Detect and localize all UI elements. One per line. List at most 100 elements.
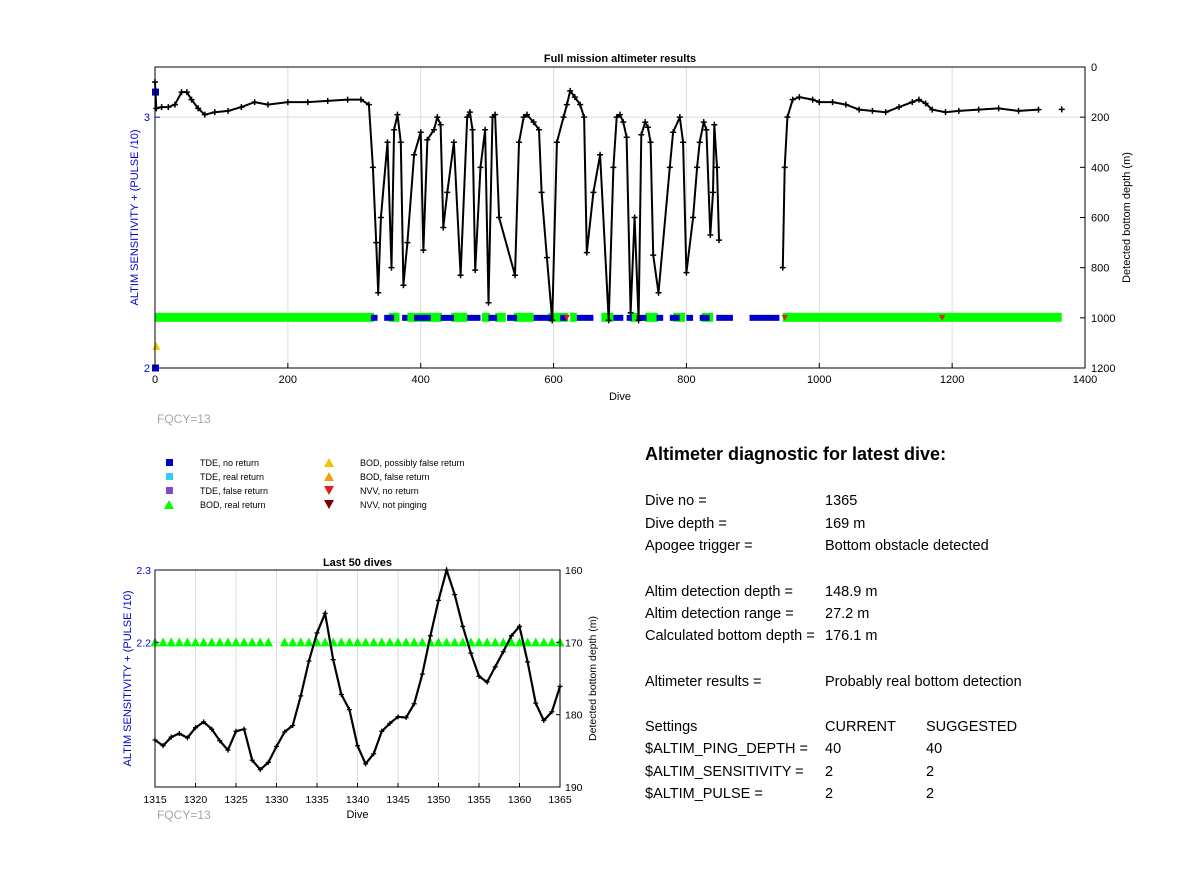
bod-real-return-marker [361, 637, 371, 647]
last50-depth-marker [257, 767, 263, 773]
top-yr-tick-label: 200 [1091, 112, 1109, 124]
bottom-depth-marker [482, 126, 489, 133]
bottom-depth-marker [417, 129, 424, 136]
bottom-depth-marker [781, 164, 788, 171]
bottom-depth-marker [627, 309, 634, 316]
bod-real-return-marker [458, 637, 468, 647]
bottom-x-tick-label: 1325 [224, 794, 248, 806]
bottom-depth-marker [583, 249, 590, 256]
bottom-depth-marker [617, 111, 623, 118]
legend-label: BOD, real return [200, 500, 266, 510]
last50-depth-marker [209, 726, 215, 732]
bod-real-return-marker [498, 637, 508, 647]
bottom-depth-marker [655, 289, 662, 296]
legend-item-tde-no-return: TDE, no return [160, 458, 259, 468]
bottom-depth-marker [404, 239, 411, 246]
bod-real-return-marker [223, 637, 233, 647]
bottom-x-tick-label: 1350 [427, 794, 451, 806]
bottom-depth-marker [581, 114, 588, 121]
bottom-depth-marker [284, 99, 291, 106]
ping-depth-row: $ALTIM_PING_DEPTH = 40 40 [645, 741, 1165, 761]
bottom-x-tick-label: 1345 [386, 794, 410, 806]
bottom-depth-marker [942, 109, 949, 116]
last50-depth-marker [363, 761, 369, 767]
bod-real-return-bar [629, 312, 638, 322]
calculated-depth-value: 176.1 m [825, 628, 878, 644]
tde-no-return-bar [507, 314, 518, 321]
last50-depth-marker [436, 597, 441, 603]
bottom-depth-marker [450, 139, 457, 146]
top-yl-tick-label: 3 [144, 112, 150, 124]
tde-no-return-bar [533, 314, 554, 321]
last50-depth-marker [290, 723, 296, 729]
bottom-depth-marker [680, 139, 687, 146]
bottom-depth-marker [590, 189, 597, 196]
bottom-depth-marker [560, 114, 567, 121]
bottom-depth-marker [264, 101, 271, 108]
top-yr-tick-label: 600 [1091, 213, 1109, 225]
bottom-depth-marker [816, 99, 823, 106]
bottom-yr-tick-label: 180 [565, 710, 583, 722]
bottom-depth-marker [696, 139, 703, 146]
bottom-depth-marker [344, 96, 351, 103]
bottom-depth-marker [444, 189, 451, 196]
bottom-depth-marker [440, 224, 447, 231]
square-icon [166, 459, 173, 466]
tde-no-return-bar [560, 314, 567, 321]
bottom-depth-marker [1058, 106, 1065, 113]
legend-item-nvv-not-pinging: NVV, not pinging [320, 500, 427, 510]
bod-real-return-marker [385, 637, 395, 647]
bottom-depth-marker [171, 101, 178, 108]
suggested-header: SUGGESTED [926, 719, 1018, 735]
bottom-depth-marker [516, 139, 523, 146]
bottom-yl-tick-label: 2.3 [136, 565, 151, 577]
triangle-down-icon [324, 500, 334, 509]
bod-real-return-marker [531, 637, 541, 647]
bod-real-return-marker [320, 637, 330, 647]
last50-depth-marker [355, 743, 360, 749]
square-icon [166, 487, 173, 494]
last50-depth-marker [427, 633, 433, 639]
bottom-depth-marker [424, 136, 431, 143]
top-yr-tick-label: 0 [1091, 62, 1097, 74]
triangle-up-icon [164, 500, 174, 509]
bod-real-return-marker [434, 637, 443, 647]
bottom-depth-marker [211, 109, 218, 116]
bottom-depth-marker [165, 104, 172, 111]
dive-depth-value: 169 m [825, 516, 866, 532]
sensitivity-row: $ALTIM_SENSITIVITY = 2 2 [645, 764, 1165, 784]
bottom-depth-marker [713, 164, 720, 171]
top-x-tick-label: 1400 [1073, 374, 1097, 386]
results-row: Altimeter results = Probably real bottom… [645, 674, 1165, 694]
bottom-depth-marker [512, 272, 519, 279]
bottom-depth-marker [304, 99, 311, 106]
tde-no-return-bar [626, 314, 632, 321]
bottom-x-tick-label: 1355 [467, 794, 491, 806]
legend-label: TDE, no return [200, 458, 260, 468]
bottom-depth-marker [789, 96, 796, 103]
bod-real-return-marker [174, 637, 184, 647]
tde-no-return-bar [636, 314, 647, 321]
bottom-depth-marker [549, 317, 556, 324]
diagnostic-title: Altimeter diagnostic for latest dive: [645, 444, 947, 464]
legend-item-bod-possibly-false: BOD, possibly false return [320, 458, 465, 468]
triangle-up-icon [324, 458, 334, 467]
bottom-depth-marker [563, 101, 570, 108]
bottom-depth-marker [638, 131, 645, 138]
bottom-depth-marker [524, 111, 530, 118]
ping-depth-label: $ALTIM_PING_DEPTH = [645, 741, 808, 757]
bod-real-return-marker [288, 637, 298, 647]
bottom-depth-marker [829, 99, 836, 106]
fqcy-bottom-label: FQCY=13 [157, 808, 211, 822]
detection-range-row: Altim detection range = 27.2 m [645, 606, 1165, 626]
apogee-label: Apogee trigger = [645, 538, 753, 554]
bottom-depth-marker [1015, 107, 1022, 114]
tde-no-return-bar [686, 314, 694, 321]
bod-real-return-bar [388, 312, 400, 322]
last50-depth-marker [500, 649, 506, 655]
bottom-depth-marker [195, 105, 202, 112]
last50-depth-marker [314, 630, 320, 636]
bottom-x-tick-label: 1335 [305, 794, 329, 806]
pulse-label: $ALTIM_PULSE = [645, 786, 763, 802]
last50-depth-marker [176, 730, 182, 736]
